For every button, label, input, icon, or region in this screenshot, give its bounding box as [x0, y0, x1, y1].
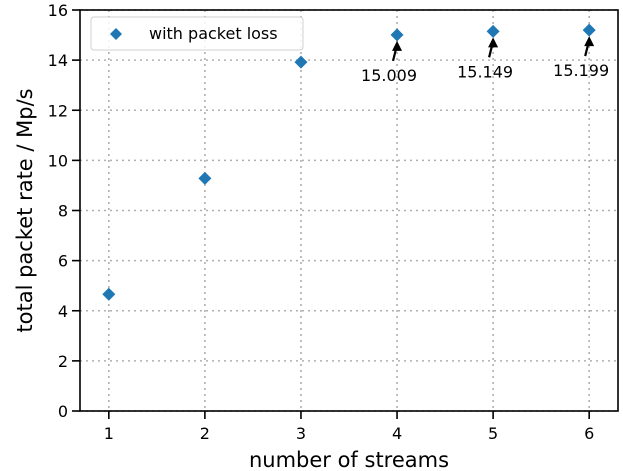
legend-label: with packet loss [149, 24, 278, 43]
annotation-label: 15.199 [553, 61, 609, 80]
annotation-arrowhead [488, 37, 499, 48]
grid [80, 9, 618, 412]
x-tick-label: 6 [584, 424, 594, 443]
y-tick-label: 14 [48, 51, 68, 70]
data-point [582, 23, 596, 37]
data-point [486, 24, 500, 38]
annotation-arrowhead [584, 36, 595, 47]
y-tick-label: 2 [58, 352, 68, 371]
x-tick-label: 3 [296, 424, 306, 443]
annotation-arrowhead [392, 40, 403, 51]
y-tick-label: 16 [48, 1, 68, 20]
y-tick-label: 12 [48, 101, 68, 120]
annotation-label: 15.009 [361, 66, 417, 85]
annotations: 15.009 15.149 15.199 [361, 36, 609, 85]
plot-frame [79, 9, 619, 412]
legend-box [90, 16, 304, 51]
x-tick-label: 1 [104, 424, 114, 443]
data-point [102, 287, 116, 301]
x-axis-label: number of streams [249, 448, 449, 471]
y-tick-label: 6 [58, 252, 68, 271]
data-point [198, 171, 212, 185]
y-tick-label: 0 [58, 402, 68, 421]
y-tick-label: 8 [58, 202, 68, 221]
legend: with packet loss [90, 16, 304, 51]
annotation-label: 15.149 [457, 62, 513, 81]
y-tick-label: 10 [48, 151, 68, 170]
data-point [294, 55, 308, 69]
x-tick-label: 4 [392, 424, 402, 443]
y-tick-label: 4 [58, 302, 68, 321]
y-axis-label: total packet rate / Mp/s [13, 88, 37, 332]
x-tick-label: 2 [200, 424, 210, 443]
data-point [390, 28, 404, 42]
x-tick-label: 5 [488, 424, 498, 443]
legend-marker [110, 28, 122, 40]
data-points [102, 23, 596, 301]
